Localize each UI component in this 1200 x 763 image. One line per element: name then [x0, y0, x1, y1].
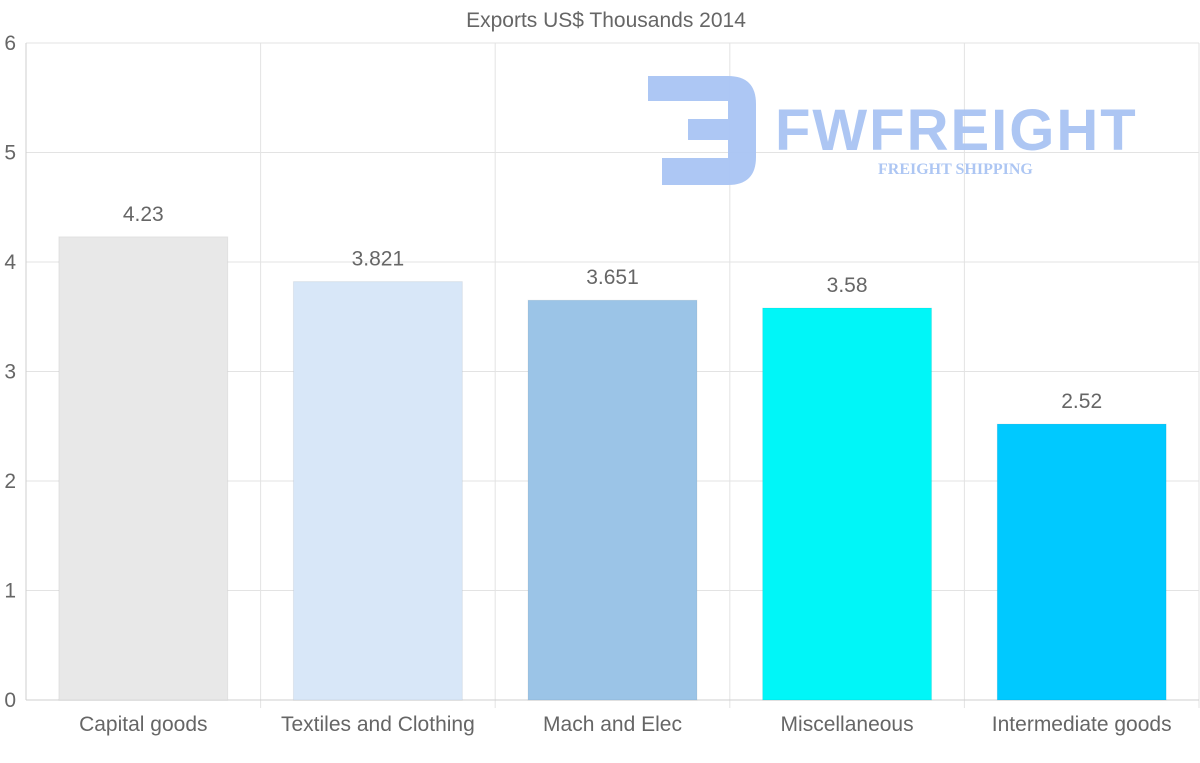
y-tick-label: 1	[4, 580, 16, 603]
bar-value-label: 3.821	[352, 248, 405, 271]
y-tick-label: 4	[4, 251, 16, 274]
watermark-tagline: FREIGHT SHIPPING	[878, 161, 1033, 178]
y-tick-label: 2	[4, 470, 16, 493]
bar-value-label: 3.651	[586, 266, 639, 289]
bar-intermediate-goods[interactable]	[996, 423, 1167, 701]
bar-miscellaneous[interactable]	[762, 307, 933, 701]
bar-textiles-and-clothing[interactable]	[292, 281, 463, 701]
x-tick-label: Capital goods	[79, 713, 207, 736]
watermark-brand: FWFREIGHT	[775, 98, 1138, 163]
x-tick-label: Textiles and Clothing	[281, 713, 475, 736]
y-tick-label: 3	[4, 361, 16, 384]
bar-value-label: 4.23	[123, 203, 164, 226]
bars-layer	[58, 236, 1167, 701]
y-tick-label: 5	[4, 142, 16, 165]
y-tick-label: 0	[4, 689, 16, 712]
bar-mach-and-elec[interactable]	[527, 299, 698, 701]
y-tick-label: 6	[4, 32, 16, 55]
chart-title: Exports US$ Thousands 2014	[466, 9, 746, 32]
x-tick-label: Mach and Elec	[543, 713, 682, 736]
x-tick-label: Miscellaneous	[781, 713, 914, 736]
bar-capital-goods[interactable]	[58, 236, 229, 701]
bar-value-label: 2.52	[1061, 390, 1102, 413]
fwfreight-watermark: FWFREIGHT FREIGHT SHIPPING	[648, 76, 1138, 185]
fwfreight-logo-icon	[648, 76, 756, 185]
x-tick-label: Intermediate goods	[992, 713, 1172, 736]
bar-value-label: 3.58	[827, 274, 868, 297]
labels-layer: 0 1 2 3 4 5 6 4.23 Capital goods 3.821 Textiles an…	[4, 32, 1171, 736]
